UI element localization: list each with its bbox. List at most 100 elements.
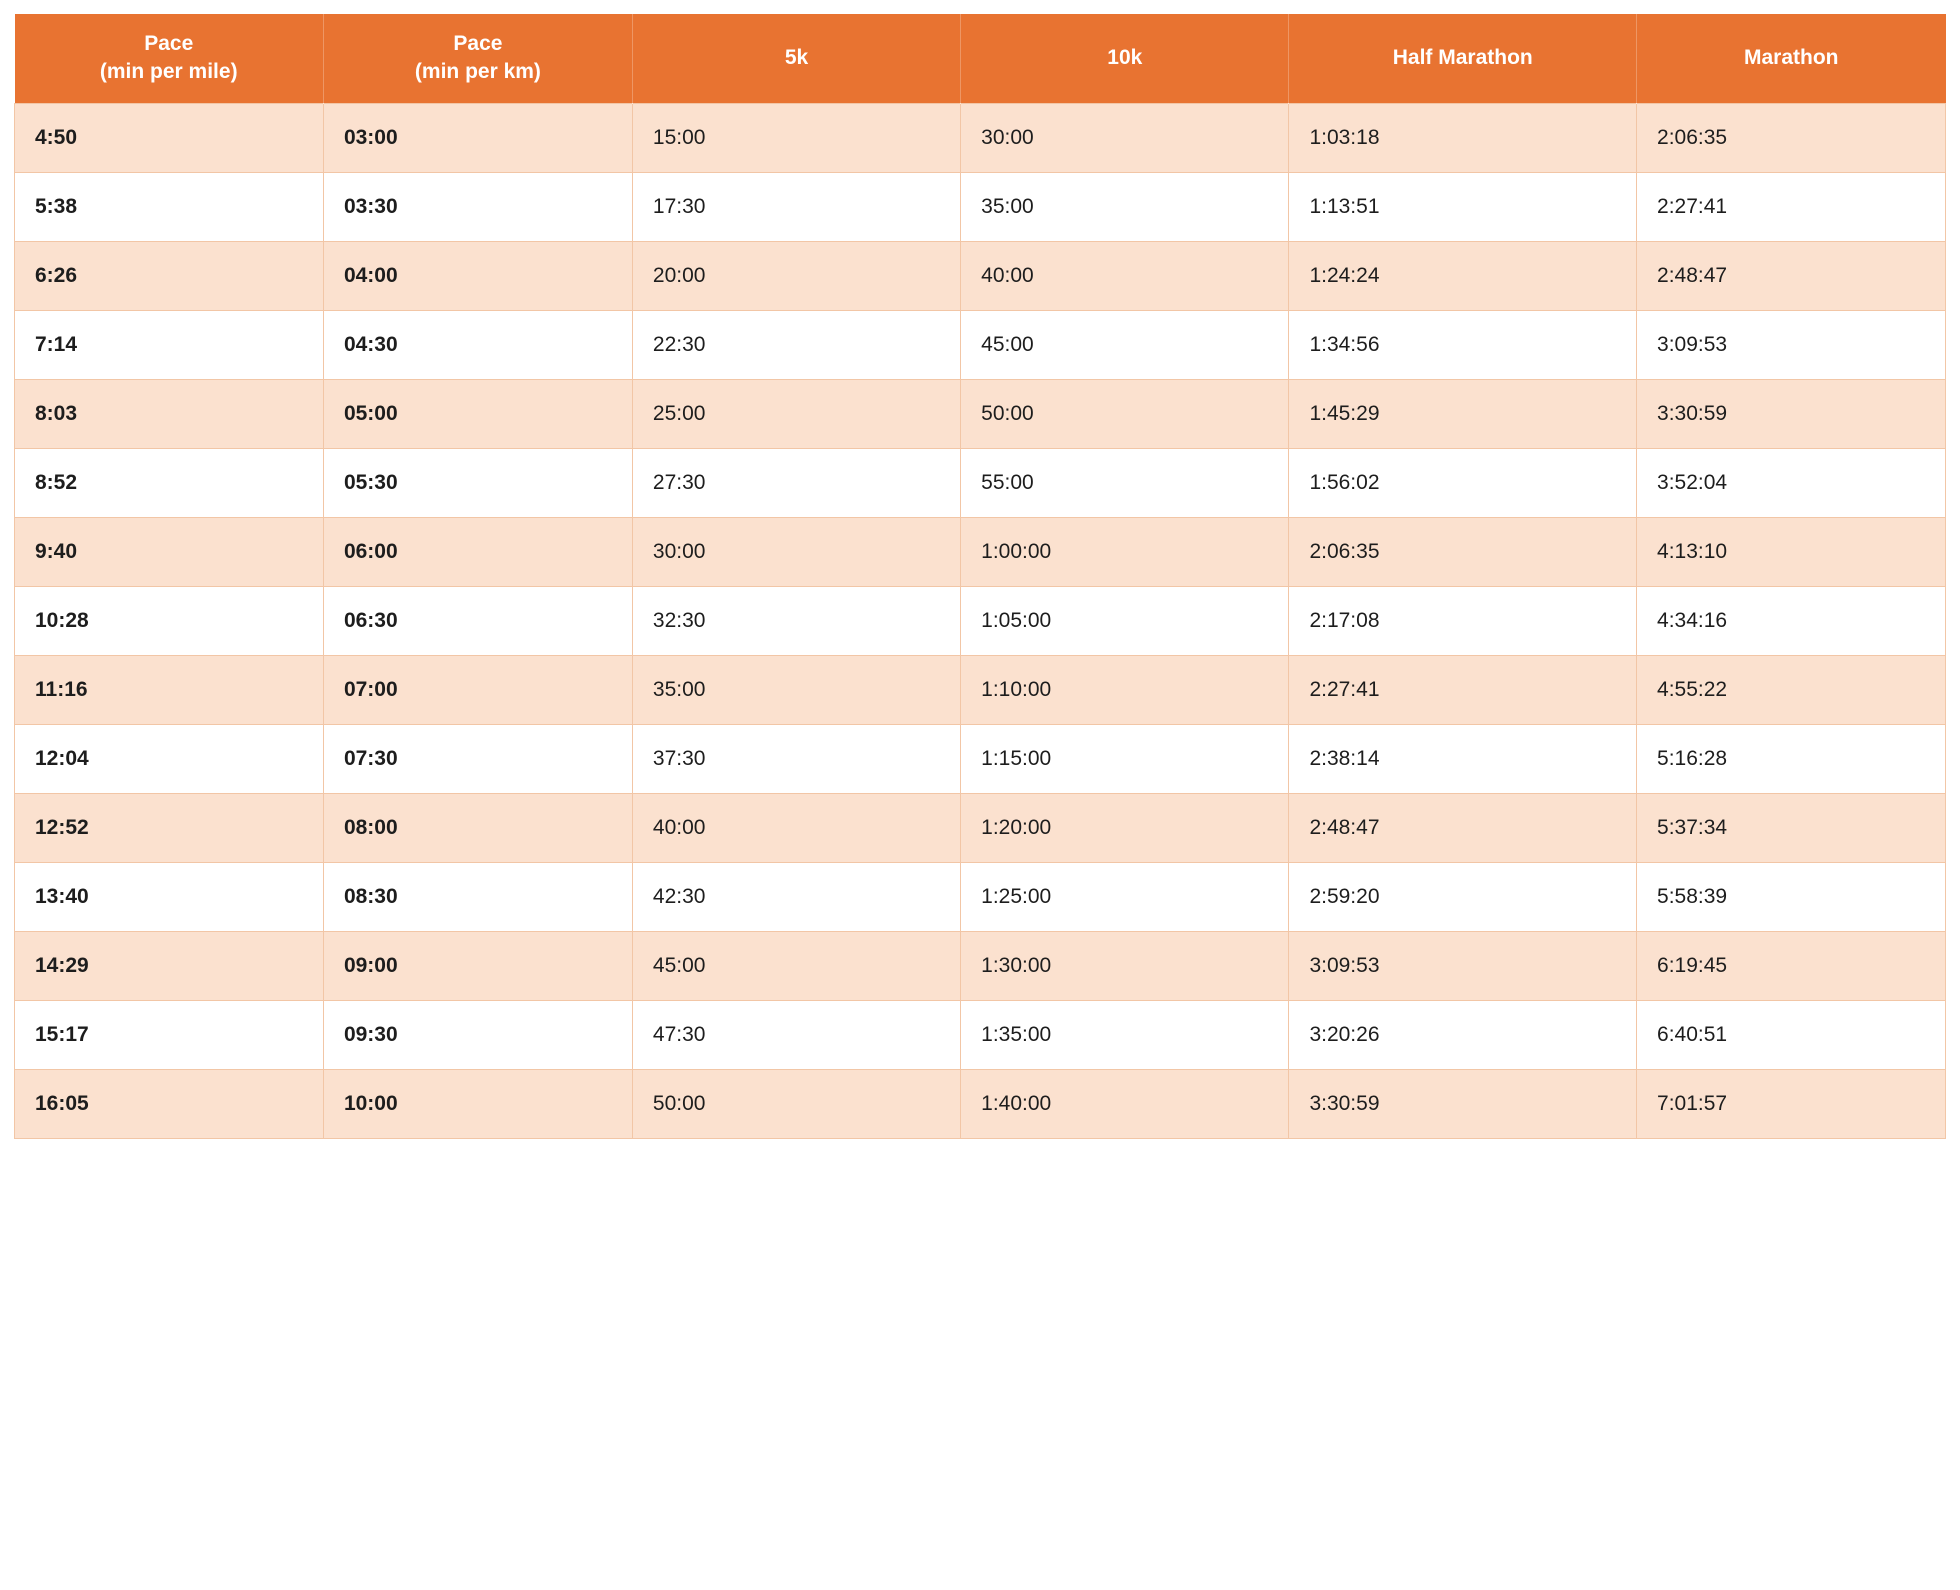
table-row: 12:0407:3037:301:15:002:38:145:16:28 [15, 724, 1946, 793]
table-cell: 10:28 [15, 586, 324, 655]
table-row: 8:0305:0025:0050:001:45:293:30:59 [15, 379, 1946, 448]
table-cell: 3:09:53 [1637, 310, 1946, 379]
table-cell: 1:03:18 [1289, 103, 1637, 172]
table-row: 11:1607:0035:001:10:002:27:414:55:22 [15, 655, 1946, 724]
table-cell: 1:40:00 [961, 1069, 1289, 1138]
table-cell: 8:03 [15, 379, 324, 448]
table-cell: 1:24:24 [1289, 241, 1637, 310]
table-cell: 4:55:22 [1637, 655, 1946, 724]
table-cell: 4:34:16 [1637, 586, 1946, 655]
table-cell: 35:00 [961, 172, 1289, 241]
table-cell: 1:20:00 [961, 793, 1289, 862]
table-cell: 6:26 [15, 241, 324, 310]
table-cell: 05:30 [323, 448, 632, 517]
table-cell: 1:15:00 [961, 724, 1289, 793]
table-cell: 2:38:14 [1289, 724, 1637, 793]
col-header-label: Half Marathon [1393, 46, 1533, 69]
table-row: 13:4008:3042:301:25:002:59:205:58:39 [15, 862, 1946, 931]
col-header-10k: 10k [961, 14, 1289, 103]
table-cell: 1:05:00 [961, 586, 1289, 655]
table-cell: 3:52:04 [1637, 448, 1946, 517]
col-header-label: Marathon [1744, 46, 1839, 69]
table-cell: 06:00 [323, 517, 632, 586]
table-cell: 4:13:10 [1637, 517, 1946, 586]
table-cell: 1:35:00 [961, 1000, 1289, 1069]
table-cell: 1:56:02 [1289, 448, 1637, 517]
table-cell: 03:30 [323, 172, 632, 241]
table-cell: 2:06:35 [1289, 517, 1637, 586]
table-cell: 08:00 [323, 793, 632, 862]
table-cell: 11:16 [15, 655, 324, 724]
col-header-label: 5k [785, 46, 808, 69]
table-cell: 16:05 [15, 1069, 324, 1138]
table-cell: 10:00 [323, 1069, 632, 1138]
table-cell: 8:52 [15, 448, 324, 517]
table-row: 14:2909:0045:001:30:003:09:536:19:45 [15, 931, 1946, 1000]
table-cell: 20:00 [632, 241, 960, 310]
table-cell: 5:37:34 [1637, 793, 1946, 862]
table-row: 7:1404:3022:3045:001:34:563:09:53 [15, 310, 1946, 379]
table-cell: 40:00 [632, 793, 960, 862]
table-cell: 07:30 [323, 724, 632, 793]
table-cell: 1:13:51 [1289, 172, 1637, 241]
table-cell: 25:00 [632, 379, 960, 448]
table-cell: 08:30 [323, 862, 632, 931]
table-cell: 9:40 [15, 517, 324, 586]
table-cell: 55:00 [961, 448, 1289, 517]
table-cell: 2:48:47 [1289, 793, 1637, 862]
table-cell: 12:04 [15, 724, 324, 793]
table-row: 9:4006:0030:001:00:002:06:354:13:10 [15, 517, 1946, 586]
table-cell: 09:30 [323, 1000, 632, 1069]
col-header-pace-mile: Pace(min per mile) [15, 14, 324, 103]
table-cell: 7:14 [15, 310, 324, 379]
table-cell: 3:30:59 [1289, 1069, 1637, 1138]
table-cell: 17:30 [632, 172, 960, 241]
table-cell: 5:58:39 [1637, 862, 1946, 931]
table-cell: 4:50 [15, 103, 324, 172]
pace-table: Pace(min per mile) Pace(min per km) 5k 1… [14, 14, 1946, 1139]
table-row: 5:3803:3017:3035:001:13:512:27:41 [15, 172, 1946, 241]
table-cell: 15:00 [632, 103, 960, 172]
table-cell: 2:06:35 [1637, 103, 1946, 172]
table-row: 10:2806:3032:301:05:002:17:084:34:16 [15, 586, 1946, 655]
table-cell: 22:30 [632, 310, 960, 379]
table-row: 6:2604:0020:0040:001:24:242:48:47 [15, 241, 1946, 310]
table-cell: 04:00 [323, 241, 632, 310]
table-row: 12:5208:0040:001:20:002:48:475:37:34 [15, 793, 1946, 862]
table-cell: 03:00 [323, 103, 632, 172]
table-cell: 47:30 [632, 1000, 960, 1069]
table-cell: 14:29 [15, 931, 324, 1000]
table-cell: 04:30 [323, 310, 632, 379]
table-cell: 1:25:00 [961, 862, 1289, 931]
table-cell: 09:00 [323, 931, 632, 1000]
table-cell: 50:00 [961, 379, 1289, 448]
table-cell: 2:27:41 [1289, 655, 1637, 724]
col-header-label: Pace(min per km) [415, 32, 541, 83]
table-cell: 5:38 [15, 172, 324, 241]
table-cell: 2:17:08 [1289, 586, 1637, 655]
table-cell: 37:30 [632, 724, 960, 793]
table-cell: 7:01:57 [1637, 1069, 1946, 1138]
table-body: 4:5003:0015:0030:001:03:182:06:355:3803:… [15, 103, 1946, 1138]
col-header-half-marathon: Half Marathon [1289, 14, 1637, 103]
table-cell: 1:30:00 [961, 931, 1289, 1000]
table-cell: 3:09:53 [1289, 931, 1637, 1000]
table-cell: 5:16:28 [1637, 724, 1946, 793]
table-cell: 1:00:00 [961, 517, 1289, 586]
table-cell: 07:00 [323, 655, 632, 724]
col-header-5k: 5k [632, 14, 960, 103]
col-header-label: 10k [1107, 46, 1142, 69]
table-cell: 50:00 [632, 1069, 960, 1138]
table-cell: 2:27:41 [1637, 172, 1946, 241]
table-row: 16:0510:0050:001:40:003:30:597:01:57 [15, 1069, 1946, 1138]
table-cell: 6:19:45 [1637, 931, 1946, 1000]
table-cell: 3:20:26 [1289, 1000, 1637, 1069]
col-header-pace-km: Pace(min per km) [323, 14, 632, 103]
table-cell: 42:30 [632, 862, 960, 931]
table-cell: 1:10:00 [961, 655, 1289, 724]
table-cell: 30:00 [632, 517, 960, 586]
table-row: 4:5003:0015:0030:001:03:182:06:35 [15, 103, 1946, 172]
table-cell: 05:00 [323, 379, 632, 448]
table-cell: 45:00 [632, 931, 960, 1000]
table-cell: 35:00 [632, 655, 960, 724]
